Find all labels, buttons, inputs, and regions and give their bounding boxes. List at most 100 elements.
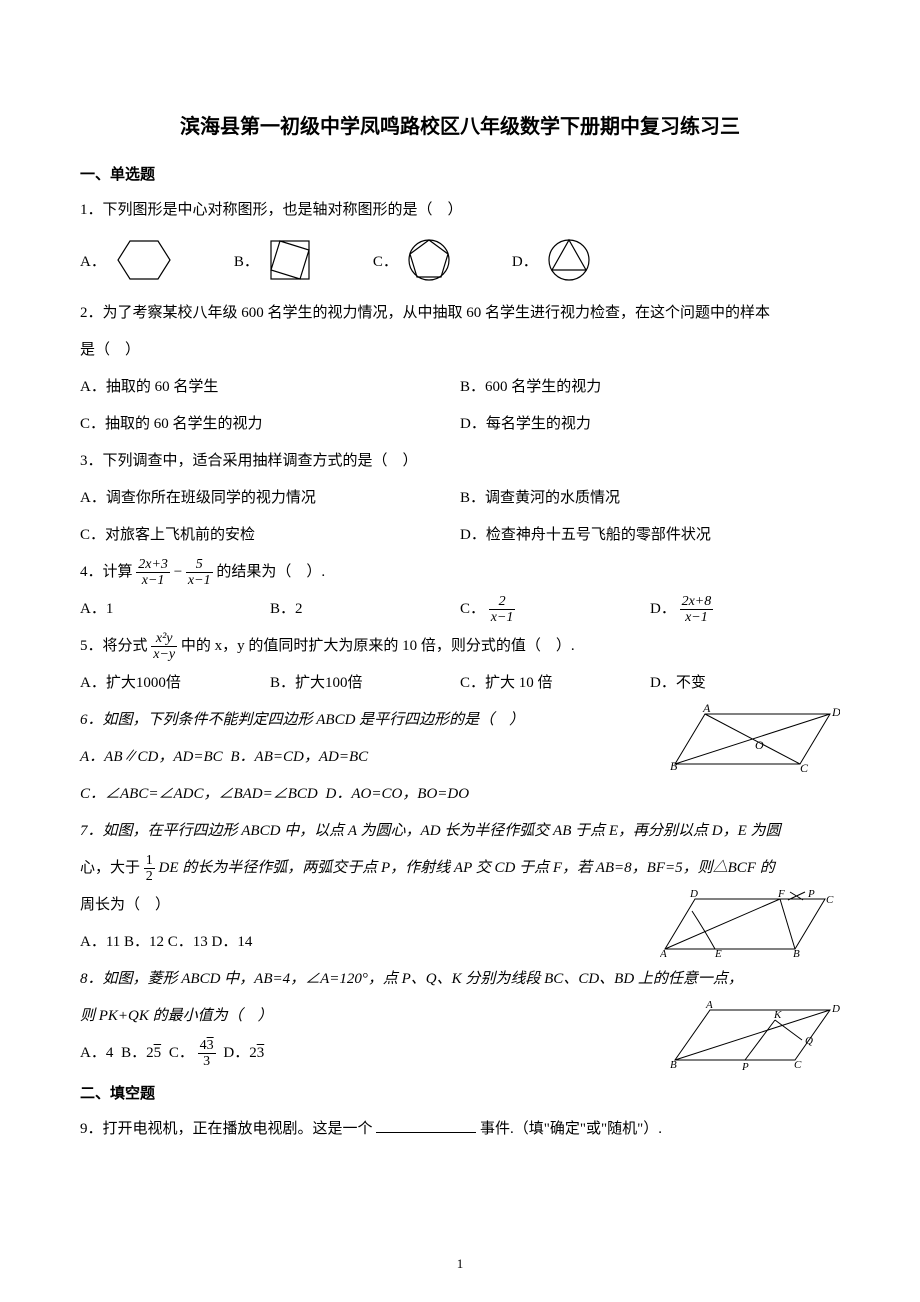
svg-text:A: A: [660, 948, 667, 959]
q8-cnum: 43: [198, 1038, 216, 1054]
q7-stem1: 7．如图，在平行四边形 ABCD 中，以点 A 为圆心，AD 长为半径作弧交 A…: [80, 815, 840, 848]
q2-opt-d: D．每名学生的视力: [460, 408, 840, 441]
q4-num2: 5: [186, 557, 213, 573]
q4-pre: 4．计算: [80, 564, 136, 580]
q1-opt-b-label: B．: [234, 250, 259, 271]
q4-stem: 4．计算 2x+3x−1 − 5x−1 的结果为（ ）.: [80, 556, 840, 589]
q4-opt-d: D． 2x+8x−1: [650, 593, 840, 626]
parallelogram-abcd-icon: A D B C O: [670, 704, 840, 774]
parallelogram-construction-icon: D F P C A E B: [660, 889, 840, 959]
q8-opt-a: A．4: [80, 1045, 113, 1061]
q5-opt-c: C．扩大 10 倍: [460, 667, 650, 700]
q2-opt-a: A．抽取的 60 名学生: [80, 371, 460, 404]
q5-opt-b: B．扩大100倍: [270, 667, 460, 700]
q7-stem2: 心，大于 12 DE 的长为半径作弧，两弧交于点 P，作射线 AP 交 CD 于…: [80, 852, 840, 885]
q9-blank[interactable]: [376, 1118, 476, 1133]
q4-num1: 2x+3: [136, 557, 170, 573]
q3-stem: 3．下列调查中，适合采用抽样调查方式的是（ ）: [80, 445, 840, 478]
q8-stem1: 8．如图，菱形 ABCD 中，AB=4，∠A=120°，点 P、Q、K 分别为线…: [80, 963, 840, 996]
q2-opt-c: C．抽取的 60 名学生的视力: [80, 408, 460, 441]
q2-stem2: 是（ ）: [80, 334, 840, 367]
svg-text:B: B: [670, 1059, 677, 1071]
svg-text:P: P: [807, 889, 815, 900]
q4-dden: x−1: [680, 610, 714, 625]
q5-options: A．扩大1000倍 B．扩大100倍 C．扩大 10 倍 D．不变: [80, 667, 840, 700]
rhombus-abcd-icon: A D B C K P Q: [670, 1000, 840, 1072]
q5-num: x²y: [151, 631, 177, 647]
q9-post: 事件.（填"确定"或"随机"）.: [480, 1121, 662, 1137]
q7-stem1-text: 7．如图，在平行四边形 ABCD 中，以点 A 为圆心，AD 长为半径作弧交 A…: [80, 823, 781, 839]
q3-options-ab: A．调查你所在班级同学的视力情况 B．调查黄河的水质情况: [80, 482, 840, 515]
q6-opt-d: D．AO=CO，BO=DO: [326, 786, 470, 802]
q3-options-cd: C．对旅客上飞机前的安检 D．检查神舟十五号飞船的零部件状况: [80, 519, 840, 552]
q5-opt-a: A．扩大1000倍: [80, 667, 270, 700]
q8-bpre: B．: [121, 1045, 146, 1061]
square-inscribed-icon: [267, 237, 313, 283]
document-title: 滨海县第一初级中学凤鸣路校区八年级数学下册期中复习练习三: [80, 110, 840, 139]
q6-opt-a: A．AB∥CD，AD=BC: [80, 749, 223, 765]
circle-triangle-icon: [546, 237, 592, 283]
q5-stem: 5．将分式 x²yx−y 中的 x，y 的值同时扩大为原来的 10 倍，则分式的…: [80, 630, 840, 663]
svg-text:E: E: [714, 948, 722, 959]
q4-cden: x−1: [489, 610, 516, 625]
svg-text:C: C: [800, 761, 809, 774]
q7-half-num: 1: [144, 853, 155, 869]
page-number: 1: [0, 1256, 920, 1272]
q4-den1: x−1: [136, 573, 170, 588]
q1-opt-a-label: A．: [80, 250, 106, 271]
q7-stem2-post: DE 的长为半径作弧，两弧交于点 P，作射线 AP 交 CD 于点 F，若 AB…: [159, 860, 775, 876]
q8-stem1-text: 8．如图，菱形 ABCD 中，AB=4，∠A=120°，点 P、Q、K 分别为线…: [80, 971, 743, 987]
q8-dval: 23: [249, 1045, 264, 1061]
hexagon-icon: [114, 237, 174, 283]
q6-stem-text: 6．如图，下列条件不能判定四边形 ABCD 是平行四边形的是（ ）: [80, 712, 524, 728]
q5-den: x−y: [151, 647, 177, 662]
circle-pentagon-icon: [406, 237, 452, 283]
svg-text:F: F: [777, 889, 785, 900]
q4-dnum: 2x+8: [680, 594, 714, 610]
q4-opt-c: C． 2x−1: [460, 593, 650, 626]
q4-c-pre: C．: [460, 601, 485, 617]
svg-text:D: D: [831, 705, 840, 719]
q4-d-pre: D．: [650, 601, 676, 617]
q5-pre: 5．将分式: [80, 638, 151, 654]
q3-opt-c: C．对旅客上飞机前的安检: [80, 519, 460, 552]
q1-stem: 1．下列图形是中心对称图形，也是轴对称图形的是（ ）: [80, 194, 840, 227]
svg-text:K: K: [773, 1009, 782, 1021]
q1-opt-c-label: C．: [373, 250, 398, 271]
svg-text:B: B: [793, 948, 800, 959]
svg-text:B: B: [670, 759, 678, 773]
q9-pre: 9．打开电视机，正在播放电视剧。这是一个: [80, 1121, 373, 1137]
q7-half-den: 2: [144, 869, 155, 884]
q4-options: A．1 B．2 C． 2x−1 D． 2x+8x−1: [80, 593, 840, 626]
q3-opt-a: A．调查你所在班级同学的视力情况: [80, 482, 460, 515]
q7-stem2-pre: 心，大于: [80, 860, 144, 876]
q4-mid: −: [174, 564, 186, 580]
q5-opt-d: D．不变: [650, 667, 840, 700]
svg-text:D: D: [831, 1003, 840, 1015]
q8-cpre: C．: [169, 1045, 194, 1061]
svg-text:C: C: [794, 1059, 802, 1071]
q2-options-ab: A．抽取的 60 名学生 B．600 名学生的视力: [80, 371, 840, 404]
section-2-header: 二、填空题: [80, 1082, 840, 1103]
q8-cden: 3: [198, 1054, 216, 1069]
q8-dpre: D．: [223, 1045, 249, 1061]
q8-bval: 25: [146, 1045, 161, 1061]
q4-opt-b: B．2: [270, 593, 460, 626]
q1-options: A． B． C． D．: [80, 237, 840, 283]
q8-stem2-text: 则 PK+QK 的最小值为（ ）: [80, 1008, 273, 1024]
q6-opt-c: C．∠ABC=∠ADC，∠BAD=∠BCD: [80, 786, 318, 802]
q2-stem1: 2．为了考察某校八年级 600 名学生的视力情况，从中抽取 60 名学生进行视力…: [80, 297, 840, 330]
q3-opt-d: D．检查神舟十五号飞船的零部件状况: [460, 519, 840, 552]
svg-text:Q: Q: [805, 1035, 813, 1047]
svg-text:A: A: [705, 1000, 713, 1011]
q2-options-cd: C．抽取的 60 名学生的视力 D．每名学生的视力: [80, 408, 840, 441]
q4-cnum: 2: [489, 594, 516, 610]
q3-opt-b: B．调查黄河的水质情况: [460, 482, 840, 515]
q9: 9．打开电视机，正在播放电视剧。这是一个 事件.（填"确定"或"随机"）.: [80, 1113, 840, 1146]
svg-text:A: A: [702, 704, 711, 715]
svg-text:P: P: [741, 1061, 749, 1072]
q4-opt-a: A．1: [80, 593, 270, 626]
svg-text:C: C: [826, 894, 834, 906]
q4-post: 的结果为（ ）.: [216, 564, 325, 580]
q6-opts-cd: C．∠ABC=∠ADC，∠BAD=∠BCD D．AO=CO，BO=DO: [80, 778, 840, 811]
